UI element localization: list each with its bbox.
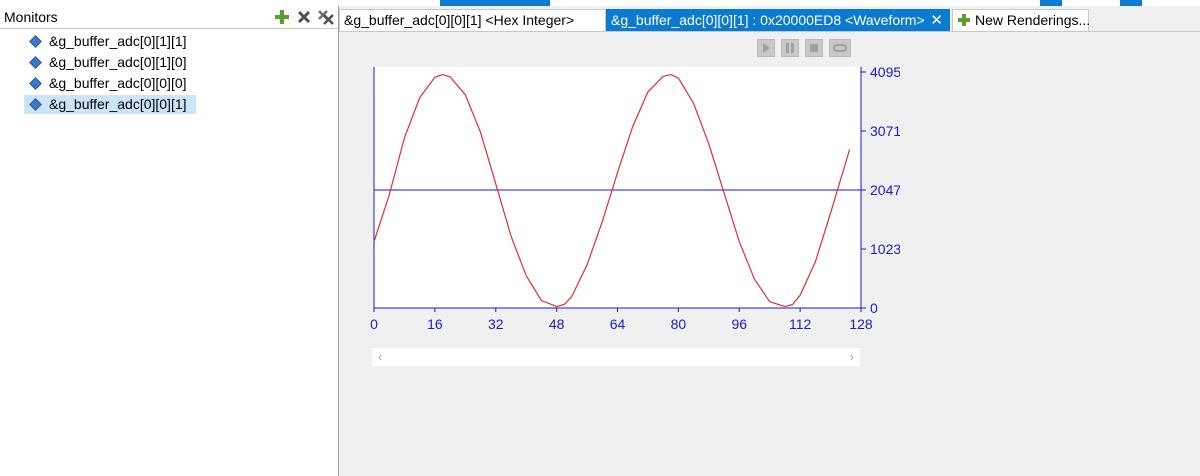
pause-icon[interactable] — [781, 39, 799, 57]
rendering-tab-bar: &g_buffer_adc[0][0][1] <Hex Integer> &g_… — [339, 6, 1200, 32]
horizontal-scrollbar[interactable]: ‹ › — [372, 348, 860, 366]
monitor-item-label: &g_buffer_adc[0][0][1] — [49, 96, 187, 112]
y-tick-label: 0 — [870, 300, 878, 316]
variable-icon — [29, 35, 42, 48]
x-tick-label: 112 — [789, 316, 812, 332]
background-window-tab-highlight — [440, 0, 550, 6]
x-tick-label: 80 — [671, 316, 687, 332]
loop-icon[interactable] — [829, 39, 851, 57]
y-tick-label: 2047.5 — [870, 182, 900, 198]
selection-highlight — [24, 95, 196, 114]
x-tick-label: 0 — [370, 316, 378, 332]
tab-hex-integer[interactable]: &g_buffer_adc[0][0][1] <Hex Integer> — [339, 9, 606, 31]
monitor-item[interactable]: &g_buffer_adc[0][0][0] — [0, 74, 338, 93]
waveform-series-line — [373, 74, 851, 308]
tab-new-renderings[interactable]: New Renderings... — [952, 9, 1091, 31]
monitors-header: Monitors — [0, 6, 338, 29]
tab-label: &g_buffer_adc[0][0][1] : 0x20000ED8 <Wav… — [611, 12, 925, 28]
monitors-title: Monitors — [4, 9, 58, 25]
remove-monitor-icon[interactable] — [295, 8, 313, 26]
y-tick-label: 1023.75 — [870, 241, 900, 257]
y-tick-label: 4095 — [870, 64, 900, 80]
monitor-item-label: &g_buffer_adc[0][1][0] — [49, 54, 187, 70]
monitors-panel: Monitors &g_buffer_adc[0][1][1] &g_buffe… — [0, 6, 339, 476]
remove-all-monitors-icon[interactable] — [317, 8, 335, 26]
variable-icon — [29, 77, 42, 90]
monitor-item[interactable]: &g_buffer_adc[0][1][0] — [0, 53, 338, 72]
stop-icon[interactable] — [805, 39, 823, 57]
monitor-item-label: &g_buffer_adc[0][1][1] — [49, 33, 187, 49]
waveform-rendering: 016324864809611212801023.752047.53071.25… — [340, 32, 1200, 476]
waveform-chart: 016324864809611212801023.752047.53071.25… — [370, 64, 900, 332]
monitor-item-label: &g_buffer_adc[0][0][0] — [49, 75, 187, 91]
x-tick-label: 48 — [549, 316, 565, 332]
scroll-right-icon[interactable]: › — [849, 349, 854, 364]
x-tick-label: 96 — [731, 316, 747, 332]
monitor-list: &g_buffer_adc[0][1][1] &g_buffer_adc[0][… — [0, 32, 338, 116]
background-window-tab-highlight-3 — [1120, 0, 1142, 6]
tab-label: &g_buffer_adc[0][0][1] <Hex Integer> — [344, 12, 575, 28]
x-tick-label: 16 — [427, 316, 443, 332]
tab-waveform[interactable]: &g_buffer_adc[0][0][1] : 0x20000ED8 <Wav… — [606, 9, 950, 31]
background-window-tab-highlight-2 — [1040, 0, 1062, 6]
x-tick-label: 32 — [488, 316, 504, 332]
plot-background — [374, 67, 861, 308]
close-icon[interactable]: ✕ — [930, 12, 943, 29]
play-icon[interactable] — [757, 39, 775, 57]
x-tick-label: 64 — [610, 316, 626, 332]
tab-label: New Renderings... — [975, 12, 1091, 28]
scroll-left-icon[interactable]: ‹ — [378, 349, 383, 364]
y-tick-label: 3071.25 — [870, 123, 900, 139]
monitor-item[interactable]: &g_buffer_adc[0][1][1] — [0, 32, 338, 51]
variable-icon — [29, 56, 42, 69]
add-monitor-icon[interactable] — [273, 8, 291, 26]
x-tick-label: 128 — [849, 316, 873, 332]
add-icon — [957, 13, 971, 30]
monitor-item-selected[interactable]: &g_buffer_adc[0][0][1] — [0, 95, 338, 114]
